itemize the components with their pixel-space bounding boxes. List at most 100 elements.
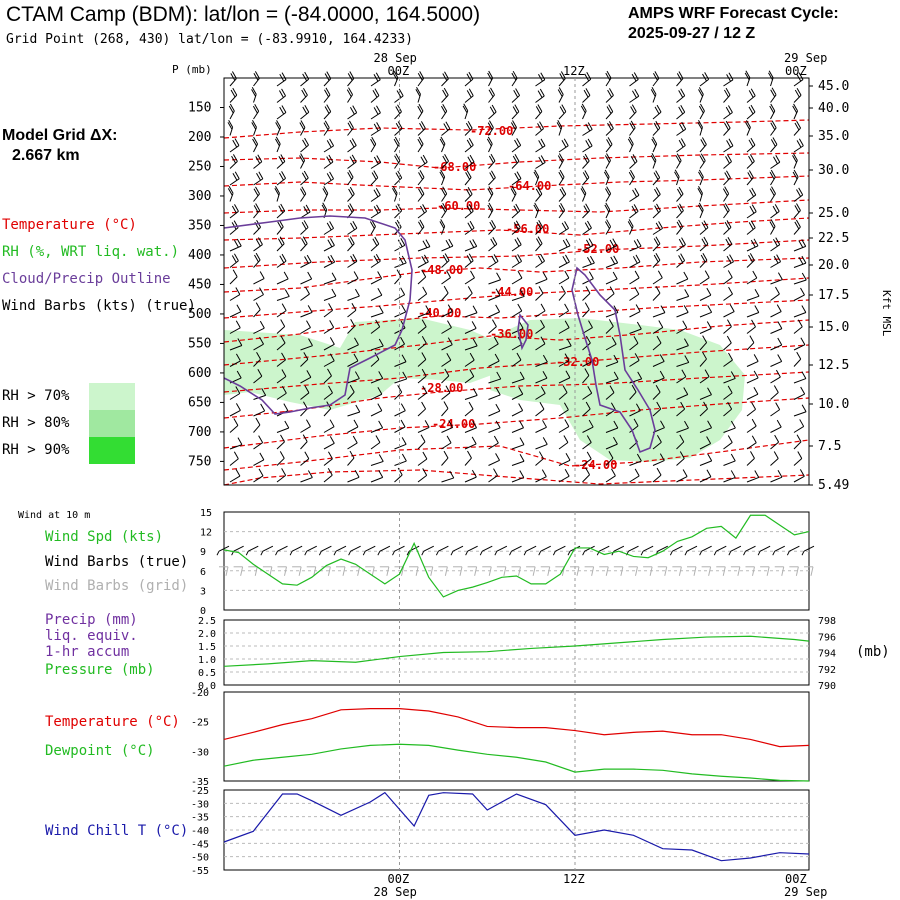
wind-barb	[676, 104, 686, 120]
wind-barb	[676, 219, 684, 235]
wind-barb	[441, 238, 454, 252]
wind-barb	[652, 354, 665, 367]
wind-barb	[535, 88, 545, 103]
wind-barb	[347, 337, 359, 351]
cloud-outline	[571, 266, 656, 454]
wind-barb	[253, 435, 264, 450]
chart-title: CTAM Camp (BDM): lat/lon = (-84.0000, 16…	[6, 3, 481, 26]
wind-barb	[770, 469, 783, 483]
wind-barb	[746, 402, 757, 417]
wind-barb-true	[216, 545, 230, 556]
wind-barb	[652, 305, 666, 318]
wind-barb	[487, 202, 494, 219]
wind-barb	[582, 88, 591, 103]
wind-barb	[793, 287, 805, 301]
wind-barb	[300, 137, 309, 153]
wind-barb	[697, 185, 703, 202]
pressure-tick-label: 150	[188, 100, 211, 115]
wind-barb-true	[421, 545, 434, 556]
wind-barb	[558, 270, 570, 285]
wind-barb	[699, 236, 709, 252]
wind-barb	[535, 370, 548, 384]
precip-tick-label: 0.0	[198, 681, 216, 692]
wind-barbs-true-label: Wind Barbs (true)	[45, 554, 189, 570]
wind-barb	[629, 120, 636, 136]
wind-barb	[370, 136, 377, 153]
wind-barb	[370, 305, 384, 318]
wind-barb	[441, 435, 452, 450]
wind-barb	[582, 286, 591, 301]
wind-barb	[347, 319, 356, 334]
wind-barb	[229, 437, 243, 450]
wind-barb	[394, 453, 407, 466]
wind-barb	[793, 138, 804, 153]
wind-barb	[558, 238, 571, 252]
wind-barb	[347, 353, 359, 367]
wind-barb	[605, 450, 614, 466]
wind-barb-true	[772, 545, 785, 556]
wind-barb	[605, 436, 618, 450]
wind-barb	[276, 271, 289, 285]
wind-barb	[535, 272, 548, 285]
dewpoint-line	[223, 743, 810, 782]
pressure-tick-label: 790	[818, 681, 836, 692]
wind-barb	[441, 71, 449, 87]
wind-barb	[650, 87, 657, 103]
wind-barb-grid	[248, 566, 258, 576]
wind-barb	[723, 371, 736, 384]
wind-barb	[629, 321, 642, 334]
wind-barb	[394, 203, 403, 219]
wind-barb	[674, 169, 680, 186]
wind-barb	[488, 468, 498, 483]
wind-barb	[582, 335, 591, 351]
wind-barb	[535, 253, 546, 268]
wind-barb	[768, 70, 774, 87]
wind-barb	[605, 319, 614, 334]
wind-barb	[558, 353, 570, 367]
wind-barb	[699, 287, 712, 301]
wind-barb	[535, 303, 546, 318]
wind-barb	[253, 271, 265, 285]
wind-barb	[300, 352, 309, 367]
wind-barb	[558, 285, 566, 301]
wind-barb	[770, 419, 782, 433]
wind-barb	[347, 203, 355, 219]
wind-barb	[793, 434, 802, 450]
kft-tick-label: 10.0	[818, 397, 849, 412]
temperature-contour	[223, 152, 810, 169]
wind-barb	[744, 70, 751, 87]
kft-tick-label: 40.0	[818, 101, 849, 116]
wind-chill-panel: -25 -30 -35 -40 -45 -50 -55	[191, 786, 810, 877]
wind-barb-true	[757, 545, 771, 556]
temperature-contour-label: -40.00	[418, 306, 461, 320]
wind-barb	[417, 269, 427, 285]
wind-barb	[323, 467, 333, 483]
wind-barb	[486, 136, 493, 153]
wind-barb	[793, 239, 807, 252]
wind-barb-grid	[804, 566, 814, 576]
temperature-contour	[223, 439, 810, 471]
wind-barb	[347, 419, 359, 433]
temperature-contour-label: -24.00	[574, 458, 617, 472]
wind-barb	[605, 255, 619, 268]
wind-barb-grid	[219, 566, 229, 576]
wind-barb	[417, 254, 429, 268]
wind-barb	[323, 385, 333, 400]
wind-barb	[629, 88, 640, 103]
temperature-contour	[223, 239, 810, 269]
wind-barb	[652, 320, 664, 334]
wind-barb-true	[509, 545, 522, 556]
wind-barb	[582, 170, 590, 186]
wind-barb	[488, 288, 501, 301]
wind-barb	[439, 136, 446, 153]
wind-barb-grid	[409, 566, 419, 576]
wind-barb	[417, 239, 431, 252]
wind-barb	[558, 402, 569, 417]
wind-barb-true	[728, 545, 742, 556]
wind-barb	[699, 387, 712, 400]
wind-barb	[347, 303, 357, 318]
temperature-contour-label: -52.00	[576, 242, 619, 256]
wind-barb	[511, 289, 525, 301]
wind-barb	[323, 171, 335, 186]
